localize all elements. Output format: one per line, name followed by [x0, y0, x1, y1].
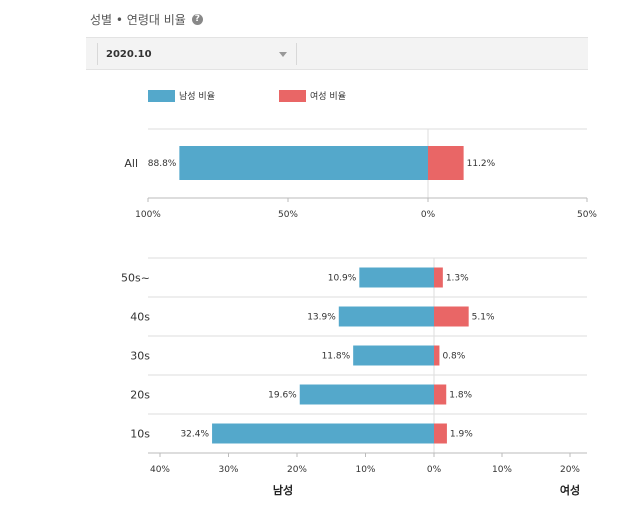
bar-male	[338, 306, 434, 327]
x-tick-label: 50%	[577, 210, 597, 220]
category-label: 50s~	[121, 272, 150, 285]
category-label: All	[124, 157, 138, 170]
bar-female	[434, 423, 447, 444]
data-label-female: 1.8%	[449, 391, 472, 401]
x-tick-label: 10%	[355, 465, 375, 475]
category-label: 30s	[130, 350, 150, 363]
data-label-male: 19.6%	[268, 391, 297, 401]
x-tick-label: 10%	[492, 465, 512, 475]
legend-swatch-male	[148, 89, 175, 102]
bar-male	[179, 146, 428, 180]
x-tick-label: 0%	[427, 465, 442, 475]
legend-item-male: 남성 비율	[148, 89, 215, 102]
data-label-male: 32.4%	[180, 430, 209, 440]
x-axis-label-female: 여성	[560, 483, 580, 497]
help-icon[interactable]: ?	[191, 13, 203, 25]
bar-male	[353, 345, 434, 366]
data-label-female: 1.3%	[446, 274, 469, 284]
bar-male	[299, 384, 434, 405]
data-label-female: 5.1%	[472, 313, 495, 323]
period-select-value: 2020.10	[106, 48, 152, 60]
category-label: 10s	[130, 428, 150, 441]
x-tick-label: 20%	[287, 465, 307, 475]
category-label: 20s	[130, 389, 150, 402]
bar-female	[428, 146, 464, 180]
data-label-male: 11.8%	[322, 352, 351, 362]
legend-swatch-female	[279, 89, 306, 102]
legend-label-male: 남성 비율	[179, 92, 215, 102]
bar-female	[434, 345, 440, 366]
bar-male	[359, 267, 434, 288]
data-label-male: 10.9%	[328, 274, 357, 284]
x-axis-label-male: 남성	[273, 483, 293, 497]
x-tick-label: 30%	[218, 465, 238, 475]
data-label-female: 0.8%	[442, 352, 465, 362]
legend-item-female: 여성 비율	[279, 89, 346, 102]
x-tick-label: 0%	[421, 210, 436, 220]
bar-female	[434, 306, 469, 327]
bar-female	[434, 384, 447, 405]
legend-label-female: 여성 비율	[310, 92, 346, 102]
filter-bar: 2020.10	[86, 37, 588, 70]
chart-title: 성별 • 연령대 비율	[90, 12, 186, 27]
chevron-down-icon	[279, 52, 287, 57]
x-tick-label: 20%	[560, 465, 580, 475]
bar-male	[212, 423, 434, 444]
data-label-female: 1.9%	[450, 430, 473, 440]
chart-header: 성별 • 연령대 비율 ?	[90, 9, 203, 29]
category-label: 40s	[130, 311, 150, 324]
period-select[interactable]: 2020.10	[97, 43, 297, 65]
bar-female	[434, 267, 443, 288]
x-tick-label: 100%	[135, 210, 161, 220]
x-tick-label: 40%	[150, 465, 170, 475]
data-label-male: 88.8%	[148, 159, 177, 169]
x-tick-label: 50%	[278, 210, 298, 220]
data-label-male: 13.9%	[307, 313, 336, 323]
data-label-female: 11.2%	[467, 159, 496, 169]
